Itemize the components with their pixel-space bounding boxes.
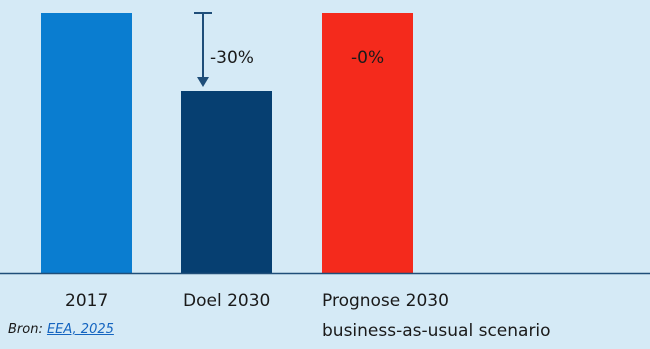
bar-doel-2030 bbox=[181, 91, 272, 273]
annotation-prognose-2030: -0% bbox=[351, 48, 385, 68]
bar-2017 bbox=[41, 13, 132, 273]
annotation-doel-2030: -30% bbox=[210, 48, 254, 68]
category-label-doel-2030: Doel 2030 bbox=[183, 291, 271, 311]
reduction-arrow bbox=[194, 12, 212, 87]
category-sublabel-prognose-2030: business-as-usual scenario bbox=[322, 321, 551, 341]
source-note: Bron: EEA, 2025 bbox=[8, 322, 114, 337]
source-link[interactable]: EEA, 2025 bbox=[46, 322, 114, 337]
category-label-prognose-2030: Prognose 2030 bbox=[322, 291, 449, 311]
source-prefix: Bron: bbox=[8, 322, 47, 337]
category-label-2017: 2017 bbox=[65, 291, 109, 311]
bar-prognose-2030 bbox=[322, 13, 413, 273]
